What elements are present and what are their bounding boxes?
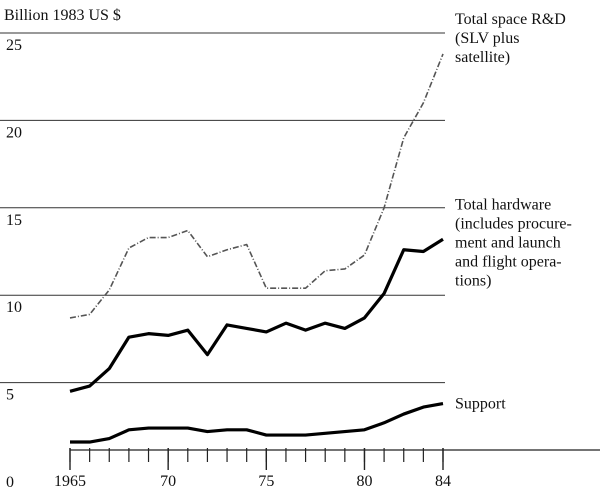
series-line	[70, 402, 444, 444]
y-tick-label: 10	[6, 299, 22, 316]
series-label: and flight opera-	[455, 253, 562, 270]
y-tick-label: 20	[6, 124, 22, 141]
x-tick-label: 70	[160, 473, 176, 490]
series-line	[69, 53, 444, 319]
y-tick-label: 0	[6, 474, 14, 491]
series-label: Total space R&D	[455, 11, 566, 28]
series-label: ment and launch	[455, 234, 561, 251]
x-tick-label: 1965	[54, 473, 86, 490]
y-axis-label: Billion 1983 US $	[4, 7, 121, 24]
series-line	[69, 237, 444, 393]
x-tick-label: 80	[356, 473, 372, 490]
x-tick-label: 75	[258, 473, 274, 490]
series-label: (SLV plus	[455, 30, 519, 47]
x-tick-label: 84	[435, 473, 451, 490]
series-label: Support	[455, 396, 506, 413]
series-label: (includes procure-	[455, 215, 572, 232]
y-tick-label: 25	[6, 37, 22, 54]
series-label: satellite)	[455, 49, 510, 66]
series-label: tions)	[455, 272, 491, 289]
y-tick-label: 15	[6, 212, 22, 229]
y-tick-label: 5	[6, 387, 14, 404]
series-label: Total hardware	[455, 196, 551, 213]
